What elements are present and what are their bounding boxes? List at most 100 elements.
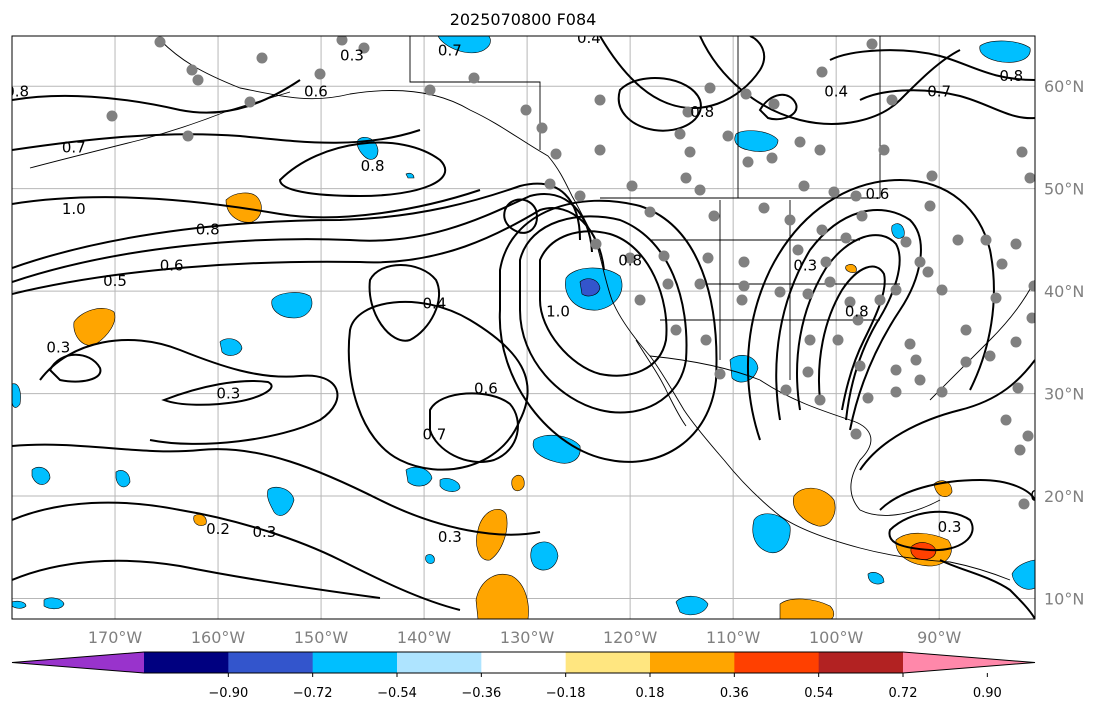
- station-dot: [154, 36, 166, 48]
- latitude-label: 20°N: [1044, 487, 1084, 506]
- contour-line: [859, 89, 1035, 120]
- contour-line: [12, 79, 301, 114]
- station-dot: [424, 84, 436, 96]
- negative-patch: [43, 597, 65, 610]
- negative-patch: [405, 172, 415, 179]
- contour-label: 0.8: [618, 251, 642, 269]
- station-dot: [550, 148, 562, 160]
- station-dots: [106, 36, 1035, 510]
- station-dot: [816, 66, 828, 78]
- station-dot: [626, 180, 638, 192]
- contour-label: 0.3: [793, 257, 817, 275]
- station-dot: [984, 350, 996, 362]
- negative-patch: [752, 513, 791, 554]
- us-mexico-border: [649, 355, 761, 381]
- contour-label: 1.0: [62, 200, 86, 218]
- station-dot: [768, 98, 780, 110]
- station-dot: [738, 280, 750, 292]
- latitude-label: 50°N: [1044, 180, 1084, 199]
- latitude-label: 60°N: [1044, 77, 1084, 96]
- positive-patch: [845, 264, 857, 273]
- station-dot: [854, 360, 866, 372]
- station-dot: [780, 384, 792, 396]
- contour-line: [829, 49, 1035, 81]
- station-dot: [802, 366, 814, 378]
- station-dot: [708, 210, 720, 222]
- contour-label: 0.7: [422, 426, 446, 444]
- positive-patch: [910, 542, 937, 560]
- station-dot: [704, 82, 716, 94]
- colorbar-segment: [734, 652, 820, 673]
- station-dot: [684, 146, 696, 158]
- station-dot: [960, 356, 972, 368]
- latitude-label: 40°N: [1044, 282, 1084, 301]
- contour-line: [12, 501, 461, 611]
- negative-patch: [219, 338, 243, 356]
- contour-label: 0.3: [340, 46, 364, 64]
- negative-patch: [267, 487, 295, 516]
- negative-patch: [271, 292, 313, 319]
- contour-line: [879, 478, 1035, 511]
- station-dot: [722, 130, 734, 142]
- contour-label: 1.0: [546, 303, 570, 321]
- contour-line: [12, 129, 421, 151]
- contour-line: [368, 264, 441, 342]
- colorbar-segment: [650, 652, 735, 673]
- contour-label: 0.5: [103, 272, 127, 290]
- negative-patch: [439, 478, 461, 492]
- negative-patch: [405, 466, 433, 487]
- longitude-label: 130°W: [500, 628, 555, 647]
- contour-label: 0.3: [216, 385, 240, 403]
- station-dot: [890, 386, 902, 398]
- station-dot: [702, 252, 714, 264]
- contour-label: 0.6: [160, 257, 184, 275]
- contour-line: [48, 353, 102, 383]
- station-dot: [1018, 498, 1030, 510]
- longitude-labels: 170°W 160°W 150°W 140°W 130°W 120°W 110°W 100°W…: [88, 628, 962, 647]
- contour-line: [617, 77, 702, 132]
- station-dot: [358, 42, 370, 54]
- station-dot: [520, 104, 532, 116]
- station-dot: [792, 244, 804, 256]
- station-dot: [936, 284, 948, 296]
- contour-label: 0.7: [62, 139, 86, 157]
- station-dot: [856, 210, 868, 222]
- contour-label: 0.8: [690, 103, 714, 121]
- contour-line: [429, 392, 519, 463]
- station-dot: [804, 334, 816, 346]
- longitude-label: 140°W: [397, 628, 452, 647]
- station-dot: [1026, 312, 1035, 324]
- station-dot: [314, 68, 326, 80]
- station-dot: [662, 278, 674, 290]
- station-dot: [680, 172, 692, 184]
- colorbar-tick-label: 0.18: [636, 686, 665, 701]
- colorbar-outline: [11, 651, 1036, 674]
- colorbar-segment: [818, 652, 904, 673]
- positive-patch: [793, 487, 836, 527]
- contour-label: 0.8: [845, 303, 869, 321]
- station-dot: [886, 94, 898, 106]
- colorbar-tick-label: 0.54: [804, 686, 833, 701]
- contour-line: [347, 300, 529, 471]
- colorbar-segment: [228, 652, 314, 673]
- station-dot: [574, 190, 586, 202]
- negative-patch: [579, 278, 601, 297]
- station-dot: [336, 36, 348, 46]
- station-dot: [766, 152, 778, 164]
- contour-line: [796, 234, 901, 421]
- negative-patch: [115, 470, 131, 488]
- station-dot: [990, 292, 1002, 304]
- negative-patch: [979, 40, 1031, 63]
- longitude-label: 110°W: [706, 628, 761, 647]
- negative-patch: [729, 355, 759, 383]
- alaska-coast: [159, 39, 573, 197]
- contour-label: 0.8: [361, 157, 385, 175]
- contour-lines: [12, 36, 1035, 619]
- latitude-label: 10°N: [1044, 590, 1084, 609]
- station-dot: [824, 276, 836, 288]
- station-dot: [644, 206, 656, 218]
- station-dot: [840, 232, 852, 244]
- station-dot: [936, 386, 948, 398]
- station-dot: [862, 392, 874, 404]
- negative-patch: [891, 223, 905, 239]
